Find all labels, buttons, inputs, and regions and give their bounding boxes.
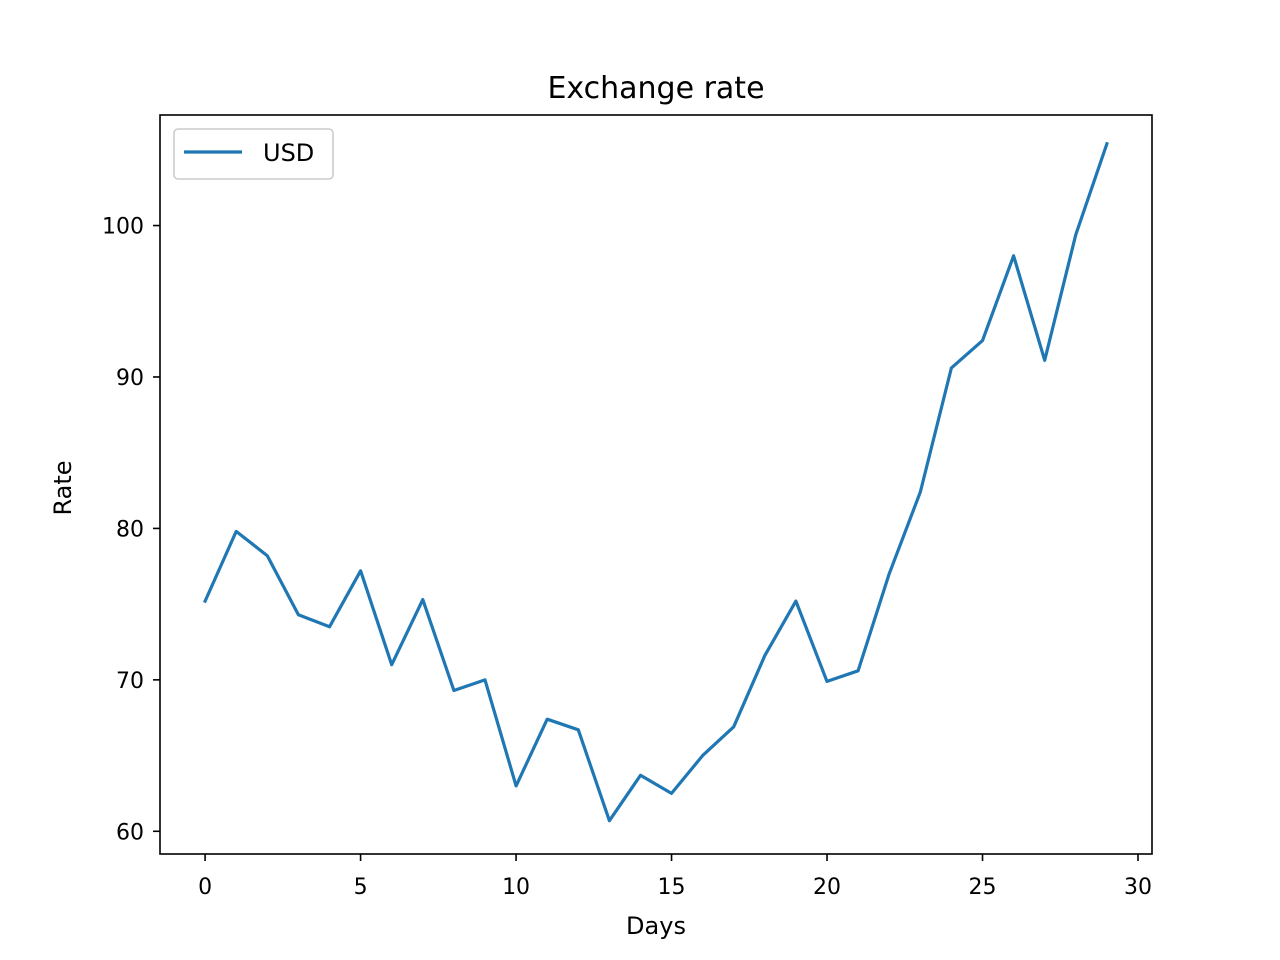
x-tick-label: 20 [813,875,841,900]
legend-label-usd: USD [263,139,314,167]
y-tick-label: 80 [116,517,144,542]
legend-box [173,128,334,180]
x-tick-label: 5 [354,875,368,900]
plot-frame [159,114,1153,855]
chart-title: Exchange rate [547,71,764,106]
x-tick-label: 15 [658,875,686,900]
y-axis: 60 70 80 90 100 [102,215,160,845]
y-tick-label: 60 [116,820,144,845]
y-axis-label: Rate [49,460,77,515]
series-line-usd [202,141,1109,823]
x-axis: 0 5 10 15 20 25 30 [198,854,1152,900]
y-tick-label: 70 [116,669,144,694]
x-tick-label: 30 [1124,875,1152,900]
x-axis-label: Days [626,912,686,940]
x-tick-label: 0 [198,875,212,900]
y-tick-label: 90 [116,366,144,391]
legend: USD [173,128,334,180]
x-tick-label: 25 [969,875,997,900]
plot-area [202,141,1109,823]
x-tick-label: 10 [502,875,530,900]
y-tick-label: 100 [102,215,144,240]
